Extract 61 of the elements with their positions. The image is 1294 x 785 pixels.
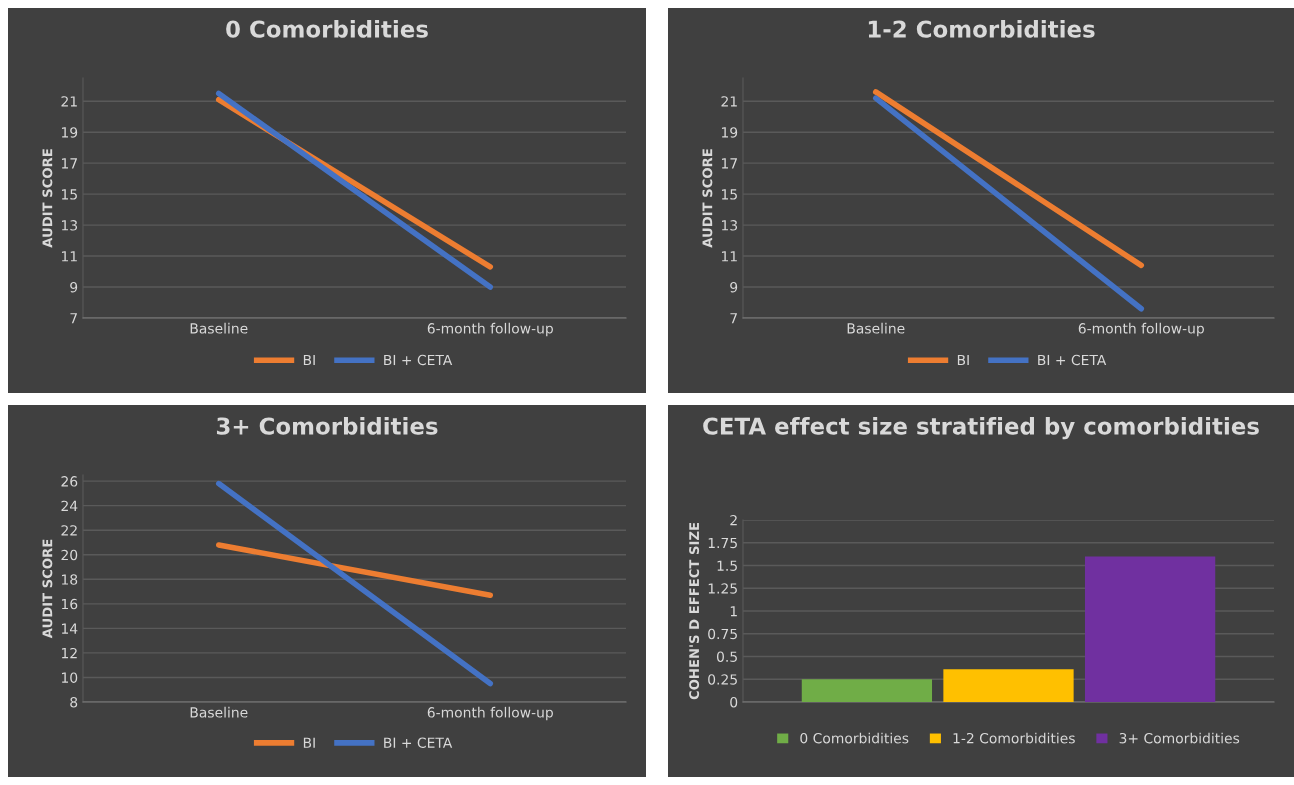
y-tick-label: 9 (70, 282, 78, 293)
legend-label: 0 Comorbidities (800, 732, 909, 744)
y-tick-label: 0.5 (716, 651, 737, 662)
chart-title: 0 Comorbidities (226, 20, 428, 38)
y-tick-label: 24 (61, 500, 78, 511)
bar (801, 679, 933, 702)
chart-title: CETA effect size stratified by comorbidities (703, 417, 1259, 440)
y-tick-label: 21 (721, 96, 737, 107)
legend-label: BI + CETA (384, 354, 453, 366)
x-tick-label: Baseline (190, 322, 248, 334)
y-tick-label: 7 (730, 313, 737, 324)
y-tick-label: 1 (730, 606, 737, 617)
legend-label: BI (303, 354, 315, 366)
y-tick-label: 20 (61, 549, 78, 561)
y-tick-label: 1.75 (708, 537, 737, 549)
y-tick-label: 1.5 (717, 560, 737, 571)
x-tick-label: Baseline (847, 322, 905, 334)
y-tick-label: 1.25 (708, 583, 737, 594)
y-tick-label: 17 (61, 158, 77, 169)
chart-title: 3+ Comorbidities (216, 417, 438, 435)
y-tick-label: 22 (61, 525, 77, 536)
legend-label: BI (303, 737, 315, 748)
y-tick-label: 26 (61, 476, 78, 487)
x-tick-label: 6-month follow-up (427, 322, 553, 337)
chart-title: 1-2 Comorbidities (868, 20, 1095, 38)
y-tick-label: 19 (721, 127, 738, 138)
y-axis-title: AUDIT SCORE (42, 149, 53, 248)
legend-label: BI (957, 354, 969, 366)
y-tick-label: 0.25 (708, 674, 737, 685)
legend-label: 3+ Comorbidities (1119, 732, 1240, 744)
y-tick-label: 7 (70, 313, 77, 324)
bar (943, 669, 1074, 702)
y-tick-label: 2 (730, 514, 737, 526)
x-tick-label: Baseline (190, 706, 248, 718)
x-tick-label: 6-month follow-up (1078, 322, 1204, 337)
y-tick-label: 21 (61, 96, 77, 107)
y-tick-label: 0 (730, 696, 738, 708)
y-tick-label: 8 (70, 696, 78, 708)
y-tick-label: 13 (721, 220, 738, 231)
y-tick-label: 10 (61, 672, 78, 683)
y-tick-label: 15 (721, 189, 737, 200)
bar (1084, 556, 1216, 702)
legend-label: 1-2 Comorbidities (953, 732, 1075, 744)
y-tick-label: 12 (61, 647, 77, 659)
y-tick-label: 13 (61, 220, 78, 231)
y-tick-label: 0.75 (708, 628, 737, 640)
legend-label: BI + CETA (384, 737, 453, 748)
y-axis-title: AUDIT SCORE (42, 539, 53, 639)
y-tick-label: 16 (61, 598, 78, 610)
y-tick-label: 19 (61, 127, 78, 138)
y-tick-label: 15 (61, 189, 77, 200)
x-tick-label: 6-month follow-up (427, 706, 553, 721)
y-tick-label: 18 (61, 574, 78, 585)
y-tick-label: 11 (721, 251, 737, 262)
y-tick-label: 9 (730, 282, 738, 293)
legend-label: BI + CETA (1038, 354, 1107, 366)
y-tick-label: 11 (61, 251, 77, 262)
y-tick-label: 14 (61, 623, 78, 634)
y-axis-title: AUDIT SCORE (702, 149, 713, 248)
y-axis-title: COHEN'S D EFFECT SIZE (689, 522, 700, 700)
y-tick-label: 17 (721, 158, 737, 169)
